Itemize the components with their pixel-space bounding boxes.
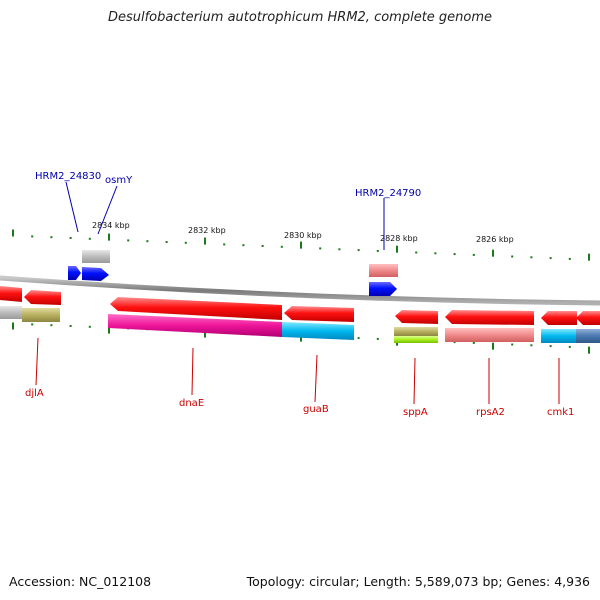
gene-minus-left[interactable] [0, 286, 22, 302]
minor-tick [376, 249, 379, 252]
plus-leader-lines [65, 181, 385, 250]
minor-tick [50, 236, 53, 239]
major-tick [204, 237, 206, 245]
minor-tick [69, 325, 72, 327]
minor-tick [88, 237, 91, 240]
gene-minus-guaB[interactable] [284, 306, 354, 322]
scale-label-2828: 2828 kbp [380, 234, 418, 243]
minor-tick [338, 248, 341, 251]
gene-label-hrm2-24830: HRM2_24830 [35, 171, 101, 182]
minor-tick [530, 344, 533, 347]
gene-minus-sppA[interactable] [395, 310, 438, 324]
gene-minus-sppA-product-b[interactable] [394, 336, 438, 343]
major-tick [108, 233, 110, 241]
gene-label-hrm2-24790: HRM2_24790 [355, 188, 421, 199]
gene-plus-1[interactable] [68, 266, 81, 280]
minor-tick [127, 239, 130, 242]
major-tick [300, 334, 302, 342]
gene-label-dnae: dnaE [179, 398, 204, 409]
minor-tick [357, 249, 360, 252]
major-tick [396, 245, 398, 253]
gene-minus-right-product[interactable] [576, 329, 600, 343]
minor-tick [453, 253, 456, 256]
minor-tick [50, 324, 53, 327]
scale-label-2830: 2830 kbp [284, 231, 322, 240]
minor-tick [376, 337, 379, 340]
page-title: Desulfobacterium autotrophicum HRM2, com… [107, 10, 493, 25]
minor-tick [261, 245, 264, 247]
major-tick [108, 326, 110, 334]
scale-label-2826: 2826 kbp [476, 235, 514, 244]
gene-minus-djlA-product[interactable] [22, 308, 60, 322]
major-tick [588, 346, 590, 354]
major-tick [12, 229, 14, 237]
gene-label-cmk1: cmk1 [547, 407, 574, 418]
minor-tick [280, 245, 283, 248]
minor-tick [242, 244, 245, 247]
gene-minus-sppA-product-a[interactable] [394, 327, 438, 336]
gene-minus-cmk1-product[interactable] [541, 329, 576, 343]
gene-label-sppa: sppA [403, 407, 428, 418]
gene-minus-djlA[interactable] [24, 290, 61, 305]
gene-minus-cmk1[interactable] [541, 311, 577, 325]
gene-minus-rpsA2[interactable] [445, 310, 534, 325]
scale-label-2834: 2834 kbp [92, 221, 130, 230]
minor-tick [511, 343, 514, 346]
gene-minus-dnaE-product[interactable] [108, 314, 282, 337]
scale-label-2832: 2832 kbp [188, 226, 226, 235]
minor-tick [69, 237, 72, 239]
genome-backbone [0, 275, 600, 306]
minor-tick [549, 345, 552, 348]
major-tick [588, 253, 590, 261]
gene-minus-rpsA2-product[interactable] [445, 328, 534, 342]
minor-tick [31, 323, 34, 326]
minor-tick [88, 325, 91, 328]
minor-tick [549, 257, 552, 260]
minor-tick [31, 235, 34, 238]
major-tick [204, 330, 206, 338]
genome-stats-text: Topology: circular; Length: 5,589,073 bp… [246, 574, 590, 589]
minor-tick [472, 253, 475, 256]
upper-scale-ticks [12, 229, 590, 261]
major-tick [492, 342, 494, 350]
minor-tick [146, 240, 149, 243]
minus-leader-lines [35, 337, 560, 405]
minor-tick [184, 241, 187, 244]
minor-tick [415, 251, 418, 254]
minor-tick [511, 255, 514, 258]
minor-tick [434, 252, 437, 255]
accession-text: Accession: NC_012108 [9, 574, 152, 589]
minor-tick [357, 337, 360, 340]
gene-label-djla: djlA [25, 388, 44, 399]
major-tick [300, 241, 302, 249]
gene-plus-24790[interactable] [369, 282, 397, 296]
gene-plus-osmY[interactable] [82, 267, 109, 281]
major-tick [492, 249, 494, 257]
minor-tick [568, 345, 571, 348]
gene-label-guab: guaB [303, 404, 329, 415]
gene-minus-left-product[interactable] [0, 306, 22, 319]
major-tick [12, 322, 14, 330]
gene-plus-osmY-product[interactable] [82, 250, 110, 263]
minor-tick [165, 241, 168, 243]
gene-minus-dnaE[interactable] [110, 297, 282, 320]
gene-plus-24790-product[interactable] [369, 264, 398, 277]
gene-label-osmy: osmY [105, 175, 133, 186]
minor-tick [568, 257, 571, 260]
minor-tick [319, 247, 322, 250]
minor-tick [530, 256, 533, 259]
minor-tick [453, 341, 456, 344]
gene-label-rpsa2: rpsA2 [476, 407, 505, 418]
minor-tick [472, 341, 475, 344]
gene-minus-right[interactable] [576, 311, 600, 325]
minor-tick [223, 243, 226, 246]
gene-minus-guaB-product[interactable] [282, 322, 354, 340]
